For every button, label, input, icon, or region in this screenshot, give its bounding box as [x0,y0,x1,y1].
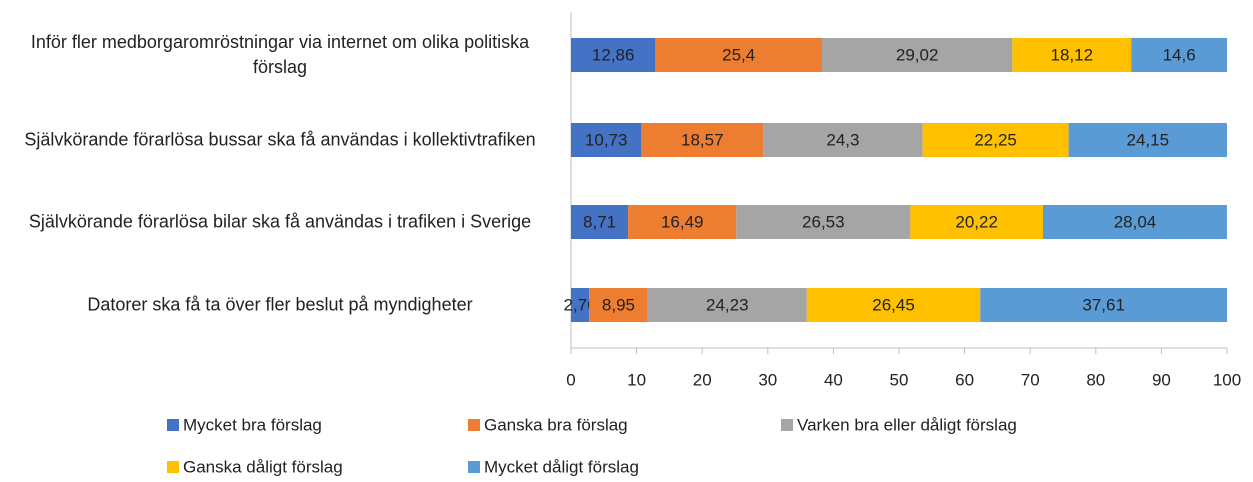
bar-segment [571,38,656,72]
data-label: 22,25 [974,130,1017,149]
data-label: 24,23 [706,295,749,314]
bar-segment [763,123,923,157]
bar-segment [1012,38,1132,72]
bar-segment [806,288,981,322]
data-label: 16,49 [661,212,704,231]
bar-segment [922,123,1069,157]
bar-segment [736,205,911,239]
data-label: 14,6 [1163,45,1196,64]
data-label: 26,45 [872,295,915,314]
bar-segment [1131,38,1227,72]
x-tick-label: 90 [1152,370,1171,389]
legend-swatch [781,419,793,431]
legend-swatch [167,461,179,473]
legend-swatch [167,419,179,431]
data-label: 29,02 [896,45,939,64]
data-label: 24,15 [1127,130,1170,149]
bar-segment [641,123,764,157]
x-tick-label: 60 [955,370,974,389]
category-label: Självkörande förarlösa bussar ska få anv… [24,129,536,150]
bar-segment [589,288,648,322]
x-tick-label: 80 [1086,370,1105,389]
data-label: 10,73 [585,130,628,149]
legend-label: Ganska bra förslag [484,415,628,434]
legend-label: Mycket bra förslag [183,415,322,434]
bar-segment [647,288,807,322]
x-tick-label: 10 [627,370,646,389]
data-label: 2,76 [564,295,597,314]
x-tick-label: 40 [824,370,843,389]
data-label: 8,95 [602,295,635,314]
legend-swatch [468,461,480,473]
category-label: Självkörande förarlösa bilar ska få anvä… [28,211,532,232]
x-tick-label: 0 [566,370,575,389]
bar-segment [571,123,642,157]
data-label: 25,4 [722,45,755,64]
x-tick-label: 50 [890,370,909,389]
data-label: 20,22 [955,212,998,231]
data-label: 12,86 [592,45,635,64]
x-tick-label: 100 [1213,370,1241,389]
category-label: Inför fler medborgaromröstningar via int… [30,32,530,77]
data-label: 18,12 [1051,45,1094,64]
legend-label: Ganska dåligt förslag [183,457,343,476]
x-tick-label: 70 [1021,370,1040,389]
bar-segment [1042,205,1227,239]
bar-segment [821,38,1013,72]
bar-segment [571,288,590,322]
data-label: 8,71 [583,212,616,231]
legend-label: Mycket dåligt förslag [484,457,639,476]
bar-segment [980,288,1227,322]
x-tick-label: 20 [693,370,712,389]
bar-segment [910,205,1043,239]
data-label: 18,57 [681,130,724,149]
x-tick-label: 30 [758,370,777,389]
category-label: Datorer ska få ta över fler beslut på my… [87,294,473,315]
legend-label: Varken bra eller dåligt förslag [797,415,1017,434]
data-label: 26,53 [802,212,845,231]
bar-segment [628,205,737,239]
legend-swatch [468,419,480,431]
bar-segment [655,38,822,72]
data-label: 37,61 [1082,295,1125,314]
bar-segment [571,205,629,239]
bar-segment [1068,123,1227,157]
data-label: 28,04 [1114,212,1157,231]
data-label: 24,3 [826,130,859,149]
